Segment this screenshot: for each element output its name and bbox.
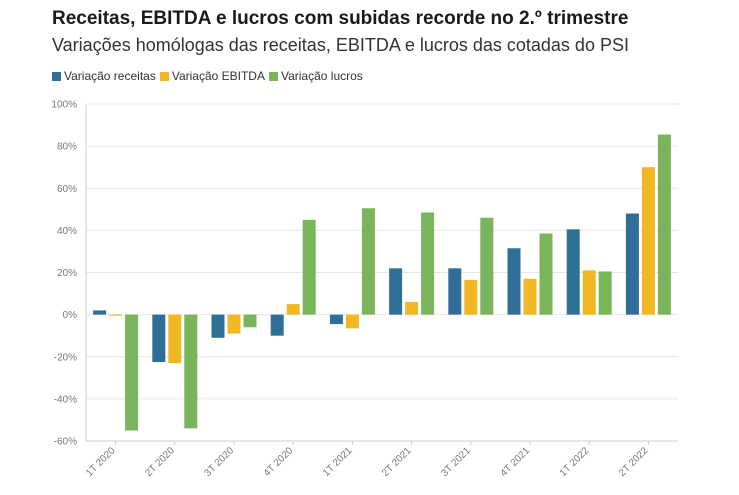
x-tick-label: 3T 2021: [439, 445, 473, 479]
bar-lucros: [184, 314, 198, 429]
x-tick-label: 1T 2020: [84, 445, 118, 479]
y-tick-label: 40%: [57, 226, 77, 237]
bar-lucros: [361, 208, 375, 315]
bar-receitas: [566, 229, 580, 315]
legend-label-ebitda: Variação EBITDA: [171, 69, 265, 83]
bar-ebitda: [345, 314, 359, 329]
bar-ebitda: [168, 314, 182, 364]
legend-swatch-ebitda: [159, 71, 169, 81]
x-tick-label: 2T 2020: [143, 445, 177, 479]
bar-lucros: [539, 233, 553, 315]
y-tick-label: 60%: [57, 184, 77, 195]
bar-ebitda: [227, 314, 241, 334]
chart-subtitle: Variações homólogas das receitas, EBITDA…: [52, 35, 629, 55]
legend-swatch-lucros: [268, 71, 278, 81]
bar-receitas: [389, 268, 403, 315]
x-tick-label: 1T 2022: [558, 445, 592, 479]
x-tick-label: 4T 2020: [262, 445, 296, 479]
bar-lucros: [480, 217, 494, 315]
x-tick-label: 2T 2022: [617, 445, 651, 479]
bar-receitas: [625, 213, 639, 315]
y-tick-label: 100%: [51, 100, 77, 111]
bar-receitas: [270, 314, 284, 336]
bar-ebitda: [641, 167, 655, 315]
x-tick-label: 2T 2021: [380, 445, 414, 479]
bar-lucros: [243, 314, 257, 328]
y-tick-label: -20%: [54, 352, 77, 363]
x-tick-label: 3T 2020: [203, 445, 237, 479]
chart-legend: Variação receitas Variação EBITDA Variaç…: [52, 69, 367, 83]
y-tick-label: 0%: [63, 310, 78, 321]
bar-receitas: [152, 314, 166, 363]
bar-lucros: [421, 212, 435, 315]
bar-ebitda: [464, 279, 478, 315]
bar-ebitda: [109, 314, 123, 316]
bar-receitas: [329, 314, 343, 325]
bar-lucros: [302, 219, 316, 315]
y-tick-label: 80%: [57, 142, 77, 153]
bar-receitas: [507, 248, 521, 315]
y-tick-label: -40%: [54, 394, 77, 405]
bar-receitas: [448, 268, 462, 315]
x-tick-label: 1T 2021: [321, 445, 355, 479]
legend-label-receitas: Variação receitas: [64, 69, 156, 83]
y-tick-label: -60%: [54, 437, 77, 448]
bar-lucros: [598, 271, 612, 315]
legend-item-receitas: Variação receitas: [52, 69, 156, 83]
bar-lucros: [657, 134, 671, 315]
bar-receitas: [93, 310, 107, 315]
bar-ebitda: [405, 301, 419, 315]
legend-item-lucros: Variação lucros: [268, 69, 363, 83]
bar-ebitda: [286, 304, 300, 315]
bar-lucros: [125, 314, 139, 431]
legend-item-ebitda: Variação EBITDA: [159, 69, 265, 83]
y-tick-label: 20%: [57, 268, 77, 279]
bar-receitas: [211, 314, 225, 338]
x-tick-label: 4T 2021: [499, 445, 533, 479]
bar-ebitda: [582, 270, 596, 315]
chart-title: Receitas, EBITDA e lucros com subidas re…: [52, 8, 629, 29]
legend-label-lucros: Variação lucros: [280, 69, 363, 83]
bar-ebitda: [523, 278, 537, 315]
legend-swatch-receitas: [52, 71, 61, 81]
